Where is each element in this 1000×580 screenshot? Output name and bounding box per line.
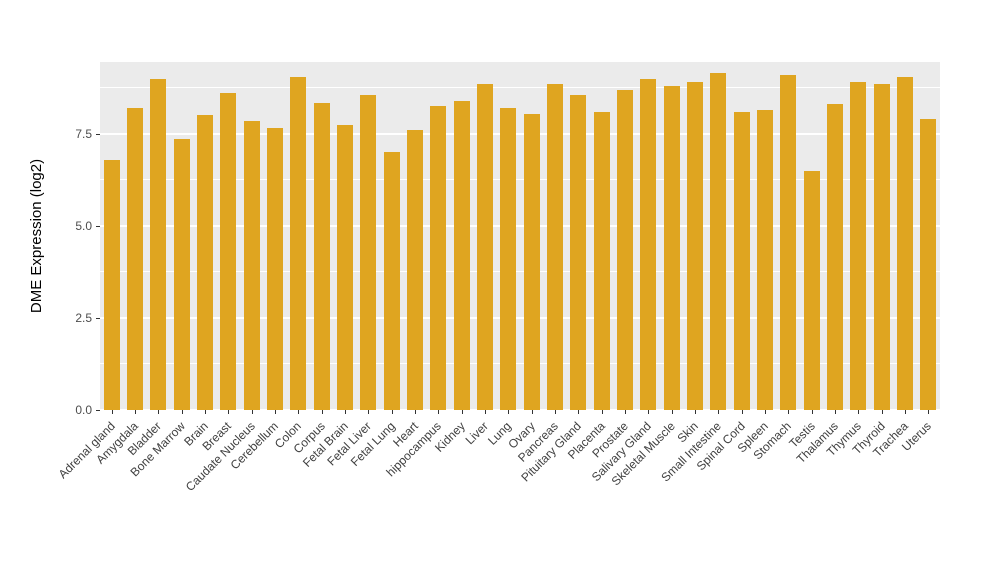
x-tick-mark — [648, 410, 649, 414]
x-tick-mark — [905, 410, 906, 414]
x-tick-mark — [135, 410, 136, 414]
y-tick-mark — [96, 317, 100, 319]
bar — [734, 111, 750, 410]
bar — [267, 128, 283, 410]
gridline-minor — [100, 87, 940, 89]
bar — [897, 76, 913, 410]
x-tick-mark — [368, 410, 369, 414]
bar — [570, 95, 586, 410]
x-tick-mark — [485, 410, 486, 414]
bar — [640, 78, 656, 410]
x-tick-mark — [298, 410, 299, 414]
gridline-major — [100, 224, 940, 227]
x-tick-mark — [508, 410, 509, 414]
bar — [804, 170, 820, 410]
x-tick-mark — [182, 410, 183, 414]
bar — [290, 76, 306, 410]
y-tick-mark — [96, 225, 100, 227]
bar — [524, 113, 540, 410]
x-tick-mark — [322, 410, 323, 414]
x-tick-mark — [718, 410, 719, 414]
x-tick-mark — [112, 410, 113, 414]
bar — [710, 73, 726, 410]
bar — [314, 102, 330, 410]
x-tick-mark — [672, 410, 673, 414]
x-tick-mark — [625, 410, 626, 414]
bar — [617, 89, 633, 410]
x-tick-mark — [252, 410, 253, 414]
x-tick-mark — [765, 410, 766, 414]
x-tick-mark — [882, 410, 883, 414]
bar — [104, 159, 120, 410]
y-tick-mark — [96, 133, 100, 135]
x-tick-mark — [532, 410, 533, 414]
bar — [407, 130, 423, 410]
x-tick-mark — [205, 410, 206, 414]
x-tick-mark — [812, 410, 813, 414]
x-tick-mark — [742, 410, 743, 414]
y-tick-mark — [96, 410, 100, 411]
bar — [664, 85, 680, 410]
x-tick-mark — [555, 410, 556, 414]
gridline-minor — [100, 271, 940, 273]
x-tick-mark — [438, 410, 439, 414]
y-tick-label: 5.0 — [75, 218, 92, 233]
x-tick-mark — [788, 410, 789, 414]
bar — [874, 84, 890, 410]
bar — [150, 78, 166, 410]
bar — [594, 111, 610, 410]
bar — [244, 120, 260, 410]
bar — [547, 84, 563, 410]
x-tick-mark — [275, 410, 276, 414]
x-tick-mark — [345, 410, 346, 414]
gridline-minor — [100, 179, 940, 181]
bar — [220, 93, 236, 410]
y-axis-title: DME Expression (log2) — [28, 158, 45, 314]
bar — [174, 139, 190, 410]
bar — [687, 82, 703, 410]
bar — [477, 84, 493, 410]
chart-panel — [100, 62, 940, 411]
y-tick-label: 0.0 — [75, 403, 92, 417]
gridline-major — [100, 316, 940, 319]
bar — [127, 108, 143, 410]
gridline-major — [100, 132, 940, 135]
bar — [850, 82, 866, 410]
y-tick-label: 2.5 — [75, 310, 92, 325]
bar — [454, 100, 470, 410]
bar — [827, 104, 843, 410]
bar — [430, 106, 446, 410]
gridline-major — [100, 409, 940, 411]
y-tick-label: 7.5 — [75, 126, 92, 141]
bar — [197, 115, 213, 410]
x-tick-mark — [695, 410, 696, 414]
bar — [920, 119, 936, 410]
x-tick-mark — [158, 410, 159, 414]
bar — [337, 124, 353, 410]
x-tick-mark — [578, 410, 579, 414]
bar — [384, 152, 400, 410]
x-tick-mark — [858, 410, 859, 414]
gridline-minor — [100, 363, 940, 365]
x-tick-mark — [228, 410, 229, 414]
x-tick-mark — [415, 410, 416, 414]
bar — [757, 109, 773, 410]
x-tick-mark — [392, 410, 393, 414]
bar — [500, 108, 516, 410]
bar — [780, 74, 796, 410]
x-tick-mark — [462, 410, 463, 414]
x-tick-mark — [602, 410, 603, 414]
bar — [360, 95, 376, 410]
x-tick-mark — [835, 410, 836, 414]
x-tick-mark — [928, 410, 929, 414]
